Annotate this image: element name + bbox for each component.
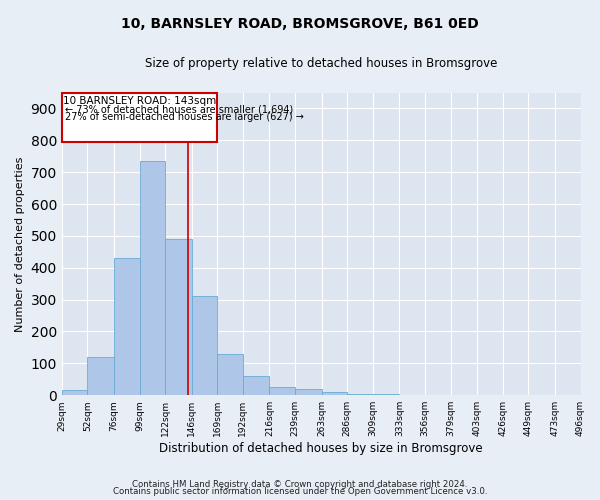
Bar [217, 354, 243, 395]
Y-axis label: Number of detached properties: Number of detached properties [15, 156, 25, 332]
Text: 10, BARNSLEY ROAD, BROMSGROVE, B61 0ED: 10, BARNSLEY ROAD, BROMSGROVE, B61 0ED [121, 18, 479, 32]
Text: ← 73% of detached houses are smaller (1,694): ← 73% of detached houses are smaller (1,… [65, 104, 293, 115]
Bar [114, 258, 140, 395]
Bar [295, 389, 322, 395]
Bar [373, 394, 400, 395]
Title: Size of property relative to detached houses in Bromsgrove: Size of property relative to detached ho… [145, 58, 497, 70]
Bar [322, 392, 347, 395]
Text: 27% of semi-detached houses are larger (627) →: 27% of semi-detached houses are larger (… [65, 112, 304, 122]
Bar [243, 376, 269, 395]
Text: Contains HM Land Registry data © Crown copyright and database right 2024.: Contains HM Land Registry data © Crown c… [132, 480, 468, 489]
Bar [140, 161, 165, 395]
Bar [400, 394, 425, 395]
Bar [165, 239, 192, 395]
Bar [192, 296, 217, 395]
X-axis label: Distribution of detached houses by size in Bromsgrove: Distribution of detached houses by size … [160, 442, 483, 455]
Bar [269, 387, 295, 395]
Text: Contains public sector information licensed under the Open Government Licence v3: Contains public sector information licen… [113, 487, 487, 496]
FancyBboxPatch shape [62, 92, 217, 142]
Bar [347, 394, 373, 395]
Text: 10 BARNSLEY ROAD: 143sqm: 10 BARNSLEY ROAD: 143sqm [63, 96, 216, 106]
Bar [88, 357, 114, 395]
Bar [62, 390, 88, 395]
